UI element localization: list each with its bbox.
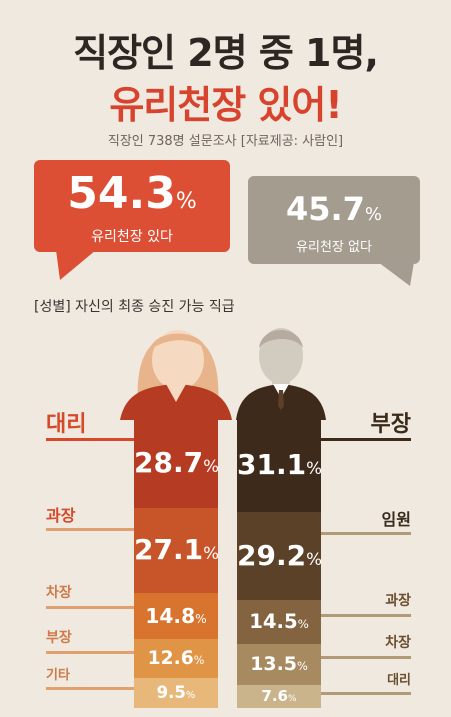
title-line-2: 유리천장 있어! [109,83,342,127]
female-category-label: 기타 [46,668,70,684]
subtitle: 직장인 738명 설문조사 [자료제공: 사람인] [107,134,344,149]
female-value-label: 9.5 [156,683,186,703]
male-shoulders [236,384,326,420]
female-value-label: 14.8 [145,603,196,628]
summary-no-label: 유리천장 없다 [296,240,372,255]
female-category-label: 대리 [46,412,87,437]
summary-no-unit: % [364,204,383,225]
male-unit-label: % [306,549,323,570]
female-segment-2: 14.8% [134,592,218,639]
female-unit-label: % [203,542,220,563]
male-value-label: 31.1 [237,448,307,481]
male-segment-2: 14.5% [237,600,321,645]
female-category-label: 부장 [46,629,72,646]
male-leader-line [321,656,411,660]
male-category-label: 과장 [385,592,411,609]
male-segment-3: 13.5% [237,644,321,685]
male-unit-label: % [297,659,308,674]
female-category-label: 과장 [46,505,76,525]
female-segment-4: 9.5% [134,678,218,708]
male-segment-0: 31.1% [237,418,323,513]
male-category-label: 임원 [381,510,411,530]
male-value-label: 7.6 [261,687,289,706]
female-leader-line [46,438,134,441]
summary-yes-label: 유리천장 있다 [91,229,173,245]
male-unit-label: % [288,694,297,705]
summary-yes-unit: % [175,189,197,214]
section-title: [성별] 자신의 최종 승진 가능 직급 [34,299,235,315]
male-leader-line [321,691,411,695]
male-leader-line [321,438,411,441]
female-value-label: 28.7 [134,446,204,479]
male-category-label: 부장 [370,412,411,437]
bubble-tail-red [56,250,96,280]
male-value-label: 14.5 [249,610,298,634]
female-unit-label: % [195,611,207,626]
female-unit-label: % [185,690,196,702]
bubble-tail-grey [378,262,414,286]
male-category-label: 대리 [387,672,411,688]
male-value-label: 13.5 [250,653,297,676]
male-leader-line [321,613,411,617]
female-unit-label: % [203,456,220,476]
female-leader-line [46,606,134,610]
female-category-label: 차장 [46,585,72,602]
female-leader-line [46,527,134,531]
summary-yes-value: 54.3 [67,168,176,219]
female-segment-3: 12.6% [134,638,218,679]
female-leader-line [46,687,134,691]
female-segment-0: 28.7% [134,418,220,508]
summary-no-bubble: 45.7% 유리천장 없다 [248,176,420,264]
male-segment-4: 7.6% [237,685,321,708]
male-leader-line [321,532,411,536]
female-segment-1: 27.1% [134,507,220,593]
female-unit-label: % [193,653,205,667]
male-category-label: 차장 [385,635,411,652]
summary-no-value: 45.7 [285,190,365,228]
female-leader-line [46,650,134,654]
title-line-1: 직장인 2명 중 1명, [73,31,379,75]
male-segment-1: 29.2% [237,512,323,601]
female-shoulders [120,384,232,420]
female-value-label: 12.6 [147,647,194,669]
male-value-label: 29.2 [237,539,307,573]
female-value-label: 27.1 [134,532,204,566]
male-unit-label: % [297,617,309,632]
male-unit-label: % [306,458,323,478]
summary-yes-bubble: 54.3% 유리천장 있다 [34,160,230,252]
